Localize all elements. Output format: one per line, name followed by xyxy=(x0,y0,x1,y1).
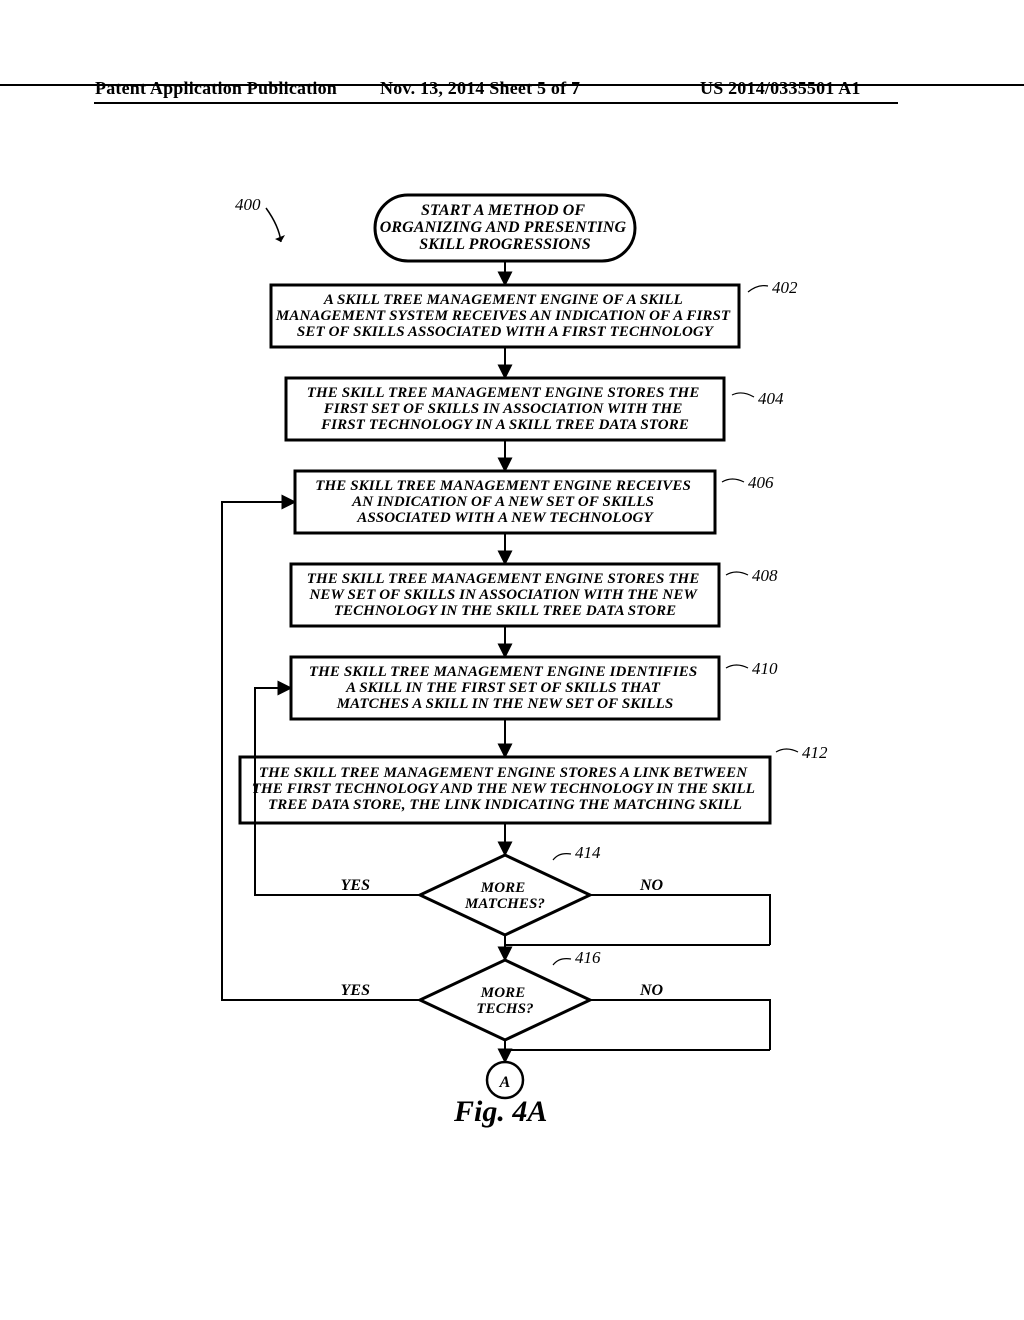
b402-l1: A SKILL TREE MANAGEMENT ENGINE OF A SKIL… xyxy=(323,292,683,308)
b406-l2: AN INDICATION OF A NEW SET OF SKILLS xyxy=(351,494,654,510)
ref-404: 404 xyxy=(758,389,784,408)
ref-408: 408 xyxy=(752,566,778,585)
node-408: THE SKILL TREE MANAGEMENT ENGINE STORES … xyxy=(291,564,778,626)
label-414-no: NO xyxy=(639,877,664,894)
ref-410: 410 xyxy=(752,659,778,678)
svg-text:THE SKILL TREE MANAGEMENT ENGI: THE SKILL TREE MANAGEMENT ENGINE IDENTIF… xyxy=(309,664,701,712)
b408-l1: THE SKILL TREE MANAGEMENT ENGINE STORES … xyxy=(307,571,700,587)
b402-l2: MANAGEMENT SYSTEM RECEIVES AN INDICATION… xyxy=(275,308,731,324)
b412-l2: THE FIRST TECHNOLOGY AND THE NEW TECHNOL… xyxy=(252,781,755,797)
b404-l1: THE SKILL TREE MANAGEMENT ENGINE STORES … xyxy=(307,385,700,401)
b408-l2: NEW SET OF SKILLS IN ASSOCIATION WITH TH… xyxy=(309,587,699,603)
node-412: THE SKILL TREE MANAGEMENT ENGINE STORES … xyxy=(240,743,828,823)
node-start: START A METHOD OF ORGANIZING AND PRESENT… xyxy=(375,195,635,261)
node-406: THE SKILL TREE MANAGEMENT ENGINE RECEIVE… xyxy=(295,471,774,533)
d416-l1: MORE xyxy=(480,985,526,1001)
b412-l3: TREE DATA STORE, THE LINK INDICATING THE… xyxy=(268,797,742,813)
node-414: MORE MATCHES? 414 xyxy=(420,843,601,935)
b404-l2: FIRST SET OF SKILLS IN ASSOCIATION WITH … xyxy=(323,401,683,417)
b406-l3: ASSOCIATED WITH A NEW TECHNOLOGY xyxy=(356,510,654,526)
ref-414: 414 xyxy=(575,843,601,862)
node-416: MORE TECHS? 416 xyxy=(420,948,601,1040)
figure-label: Fig. 4A xyxy=(454,1095,547,1129)
b412-l1: THE SKILL TREE MANAGEMENT ENGINE STORES … xyxy=(259,765,748,781)
ref-406: 406 xyxy=(748,473,774,492)
svg-text:MORE TECHS?: MORE TECHS? xyxy=(476,985,533,1017)
ref-400-label: 400 xyxy=(235,195,261,214)
d416-l2: TECHS? xyxy=(476,1001,533,1017)
b408-l3: TECHNOLOGY IN THE SKILL TREE DATA STORE xyxy=(334,603,677,619)
svg-text:A SKILL TREE MANAGEMENT ENGINE: A SKILL TREE MANAGEMENT ENGINE OF A SKIL… xyxy=(275,292,734,340)
label-414-yes: YES xyxy=(341,877,370,894)
start-line2: ORGANIZING AND PRESENTING xyxy=(380,219,627,236)
ref-412: 412 xyxy=(802,743,828,762)
b410-l1: THE SKILL TREE MANAGEMENT ENGINE IDENTIF… xyxy=(309,664,697,680)
svg-text:THE SKILL TREE MANAGEMENT ENGI: THE SKILL TREE MANAGEMENT ENGINE STORES … xyxy=(307,571,704,619)
node-404: THE SKILL TREE MANAGEMENT ENGINE STORES … xyxy=(286,378,784,440)
svg-text:THE SKILL TREE MANAGEMENT ENGI: THE SKILL TREE MANAGEMENT ENGINE STORES … xyxy=(252,765,759,813)
connA-label: A xyxy=(499,1074,511,1091)
svg-text:THE SKILL TREE MANAGEMENT ENGI: THE SKILL TREE MANAGEMENT ENGINE STORES … xyxy=(307,385,704,433)
label-416-yes: YES xyxy=(341,982,370,999)
label-416-no: NO xyxy=(639,982,664,999)
b402-l3: SET OF SKILLS ASSOCIATED WITH A FIRST TE… xyxy=(297,324,715,340)
page: Patent Application Publication Nov. 13, … xyxy=(0,0,1024,1320)
ref-402: 402 xyxy=(772,278,798,297)
b410-l2: A SKILL IN THE FIRST SET OF SKILLS THAT xyxy=(345,680,661,696)
node-402: A SKILL TREE MANAGEMENT ENGINE OF A SKIL… xyxy=(271,278,798,347)
d414-l2: MATCHES? xyxy=(464,896,545,912)
node-410: THE SKILL TREE MANAGEMENT ENGINE IDENTIF… xyxy=(291,657,778,719)
b410-l3: MATCHES A SKILL IN THE NEW SET OF SKILLS xyxy=(336,696,674,712)
b406-l1: THE SKILL TREE MANAGEMENT ENGINE RECEIVE… xyxy=(315,478,691,494)
node-connector-a: A xyxy=(487,1062,523,1098)
start-line3: SKILL PROGRESSIONS xyxy=(419,236,590,253)
svg-text:THE SKILL TREE MANAGEMENT ENGI: THE SKILL TREE MANAGEMENT ENGINE RECEIVE… xyxy=(315,478,695,526)
ref-400: 400 xyxy=(235,195,285,242)
start-line1: START A METHOD OF xyxy=(421,202,585,219)
d414-l1: MORE xyxy=(480,880,526,896)
ref-416: 416 xyxy=(575,948,601,967)
b404-l3: FIRST TECHNOLOGY IN A SKILL TREE DATA ST… xyxy=(320,417,689,433)
